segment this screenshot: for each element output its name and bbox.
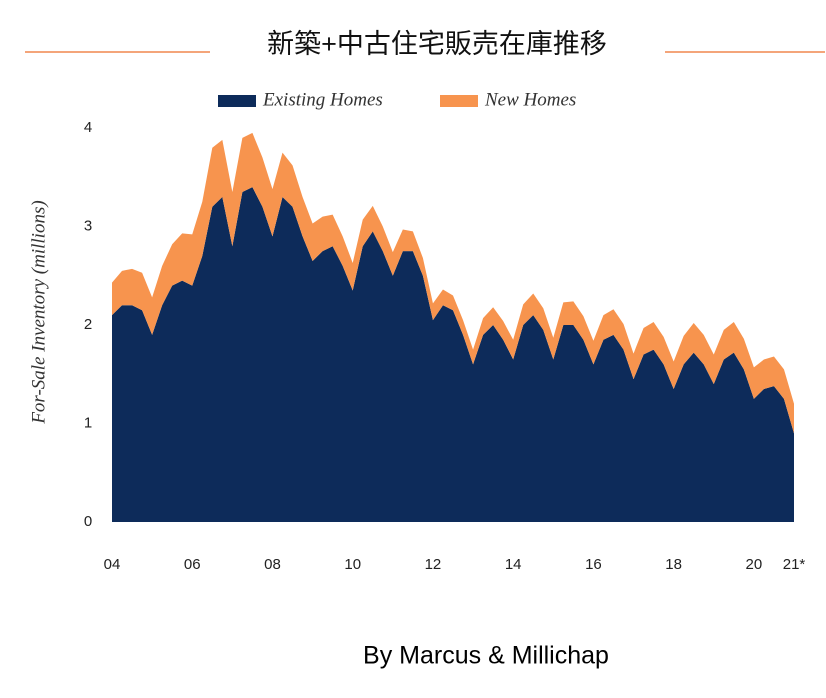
x-tick-label: 21* (783, 556, 806, 573)
x-tick-label: 14 (505, 556, 522, 573)
footer: By Marcus & Millichap (363, 642, 609, 670)
y-tick-label: 1 (84, 414, 92, 431)
legend-swatch (440, 95, 478, 107)
x-tick-label: 20 (746, 556, 763, 573)
x-tick-label: 10 (344, 556, 361, 573)
x-tick-label: 16 (585, 556, 602, 573)
y-axis-label: For-Sale Inventory (millions) (28, 200, 49, 424)
y-tick-label: 4 (84, 119, 92, 136)
y-tick-label: 2 (84, 316, 92, 333)
x-tick-label: 12 (425, 556, 442, 573)
area (112, 187, 794, 522)
chart-title: 新築+中古住宅販売在庫推移 (267, 29, 607, 59)
legend-label: Existing Homes (262, 89, 383, 110)
x-tick-label: 06 (184, 556, 201, 573)
x-tick-label: 18 (665, 556, 682, 573)
x-tick-label: 08 (264, 556, 281, 573)
y-tick-label: 3 (84, 217, 92, 234)
legend-swatch (218, 95, 256, 107)
legend-label: New Homes (484, 89, 576, 110)
y-tick-label: 0 (84, 513, 92, 530)
x-tick-label: 04 (104, 556, 121, 573)
